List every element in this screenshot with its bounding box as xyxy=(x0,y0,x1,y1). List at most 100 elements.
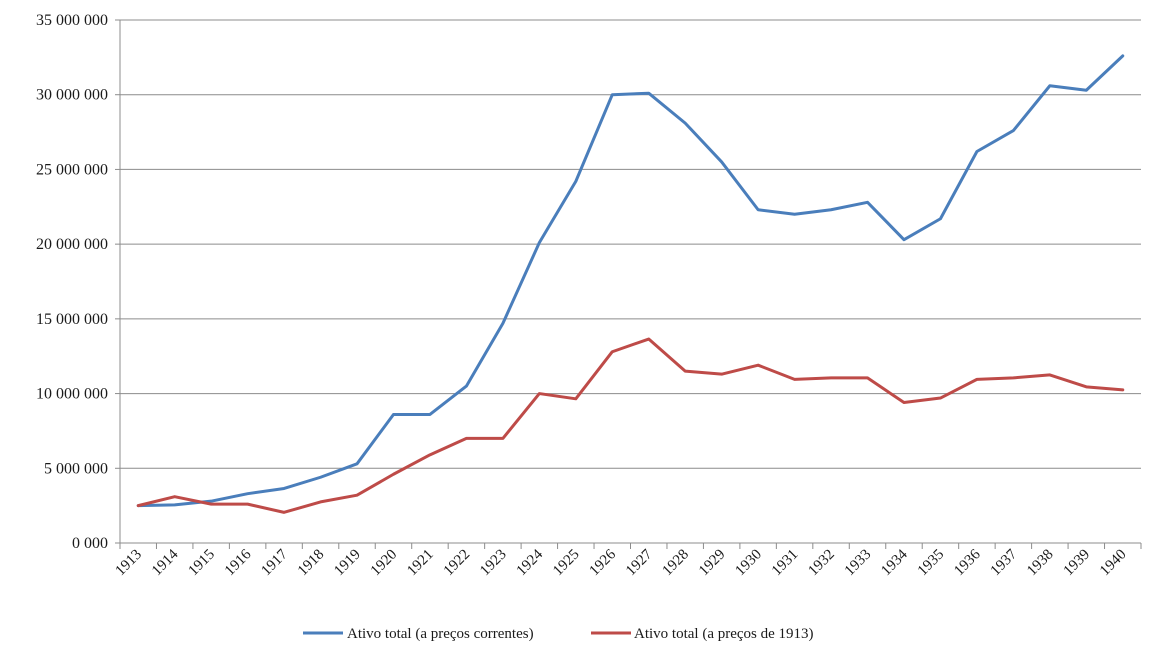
data-point-s1 xyxy=(246,492,249,495)
y-tick-label: 0 000 xyxy=(72,535,108,552)
legend-label-2: Ativo total (a preços de 1913) xyxy=(634,626,814,642)
x-tick-label: 1917 xyxy=(258,546,291,579)
data-point-s2 xyxy=(246,503,249,506)
data-point-s1 xyxy=(830,208,833,211)
x-tick-label: 1925 xyxy=(550,547,583,580)
x-tick-label: 1931 xyxy=(769,547,802,580)
data-point-s2 xyxy=(210,503,213,506)
data-point-s1 xyxy=(428,413,431,416)
x-tick-label: 1932 xyxy=(805,547,838,580)
data-point-s2 xyxy=(1121,388,1124,391)
x-tick-label: 1930 xyxy=(732,547,765,580)
series-line-1 xyxy=(136,54,1125,508)
data-point-s2 xyxy=(793,378,796,381)
data-point-s2 xyxy=(501,437,504,440)
x-tick-labels: 1913 1914 1915 1916 1917 1918 1919 1920 1921 1922… xyxy=(113,546,1130,579)
x-tick-label: 1921 xyxy=(404,547,437,580)
data-point-s1 xyxy=(757,208,760,211)
x-tick-label: 1936 xyxy=(951,546,984,579)
x-tick-label: 1924 xyxy=(514,546,547,579)
x-tick-label: 1916 xyxy=(222,546,255,579)
data-point-s1 xyxy=(1085,89,1088,92)
series-lines xyxy=(136,54,1125,514)
data-point-s1 xyxy=(1012,129,1015,132)
y-tick-label: 10 000 000 xyxy=(36,386,108,403)
series-line-2 xyxy=(136,337,1125,514)
x-tick-label: 1939 xyxy=(1061,547,1094,580)
x-tick-label: 1913 xyxy=(113,547,146,580)
data-point-s2 xyxy=(538,392,541,395)
data-point-s1 xyxy=(1121,54,1124,57)
data-point-s1 xyxy=(793,213,796,216)
data-point-s2 xyxy=(392,473,395,476)
x-tick-label: 1914 xyxy=(149,546,182,579)
data-point-s2 xyxy=(173,495,176,498)
data-point-s2 xyxy=(465,437,468,440)
y-tick-label: 20 000 000 xyxy=(36,236,108,253)
x-tick-label: 1927 xyxy=(623,546,656,579)
data-point-s1 xyxy=(173,503,176,506)
data-point-s1 xyxy=(283,487,286,490)
data-point-s1 xyxy=(902,238,905,241)
data-point-s2 xyxy=(1048,373,1051,376)
data-point-s2 xyxy=(574,397,577,400)
y-tick-labels: 0 000 5 000 000 10 000 000 15 000 000 20 000… xyxy=(36,12,108,552)
data-point-s2 xyxy=(866,376,869,379)
x-tick-label: 1934 xyxy=(878,546,911,579)
x-tick-label: 1919 xyxy=(331,547,364,580)
axes xyxy=(115,19,1142,549)
x-tick-label: 1929 xyxy=(696,547,729,580)
data-point-s2 xyxy=(830,376,833,379)
x-tick-label: 1935 xyxy=(915,547,948,580)
legend: Ativo total (a preços correntes) Ativo to… xyxy=(303,626,814,642)
data-point-s2 xyxy=(319,500,322,503)
y-tick-label: 30 000 000 xyxy=(36,87,108,104)
x-tick-label: 1920 xyxy=(368,547,401,580)
data-point-s2 xyxy=(975,378,978,381)
x-tick-label: 1937 xyxy=(988,546,1021,579)
data-point-s1 xyxy=(939,217,942,220)
data-point-s1 xyxy=(611,93,614,96)
x-tick-label: 1928 xyxy=(659,547,692,580)
x-tick-label: 1940 xyxy=(1097,547,1130,580)
data-point-s1 xyxy=(975,150,978,153)
data-point-s2 xyxy=(428,453,431,456)
data-point-s1 xyxy=(866,201,869,204)
data-point-s2 xyxy=(611,350,614,353)
data-point-s2 xyxy=(283,511,286,514)
x-tick-label: 1918 xyxy=(295,547,328,580)
data-point-s1 xyxy=(574,180,577,183)
x-tick-label: 1923 xyxy=(477,547,510,580)
data-point-s1 xyxy=(319,476,322,479)
data-point-s1 xyxy=(356,462,359,465)
data-point-s2 xyxy=(1085,385,1088,388)
data-point-s2 xyxy=(684,370,687,373)
x-tick-label: 1926 xyxy=(587,546,620,579)
data-point-s2 xyxy=(902,401,905,404)
x-tick-label: 1938 xyxy=(1024,547,1057,580)
data-point-s1 xyxy=(392,413,395,416)
data-point-s2 xyxy=(1012,376,1015,379)
y-tick-label: 15 000 000 xyxy=(36,311,108,328)
y-tick-label: 25 000 000 xyxy=(36,161,108,178)
data-point-s1 xyxy=(684,122,687,125)
data-point-s1 xyxy=(647,92,650,95)
x-tick-label: 1922 xyxy=(441,547,474,580)
y-tick-label: 35 000 000 xyxy=(36,12,108,29)
data-point-s1 xyxy=(465,385,468,388)
x-tick-label: 1915 xyxy=(185,547,218,580)
data-point-s2 xyxy=(720,373,723,376)
data-point-s2 xyxy=(757,364,760,367)
data-point-s1 xyxy=(501,322,504,325)
legend-label-1: Ativo total (a preços correntes) xyxy=(347,626,534,642)
data-point-s1 xyxy=(720,160,723,163)
data-point-s1 xyxy=(210,500,213,503)
data-point-s1 xyxy=(1048,84,1051,87)
y-tick-label: 5 000 000 xyxy=(44,460,108,477)
data-point-s2 xyxy=(137,504,140,507)
gridlines xyxy=(120,19,1141,469)
data-point-s2 xyxy=(939,397,942,400)
x-tick-label: 1933 xyxy=(842,547,875,580)
